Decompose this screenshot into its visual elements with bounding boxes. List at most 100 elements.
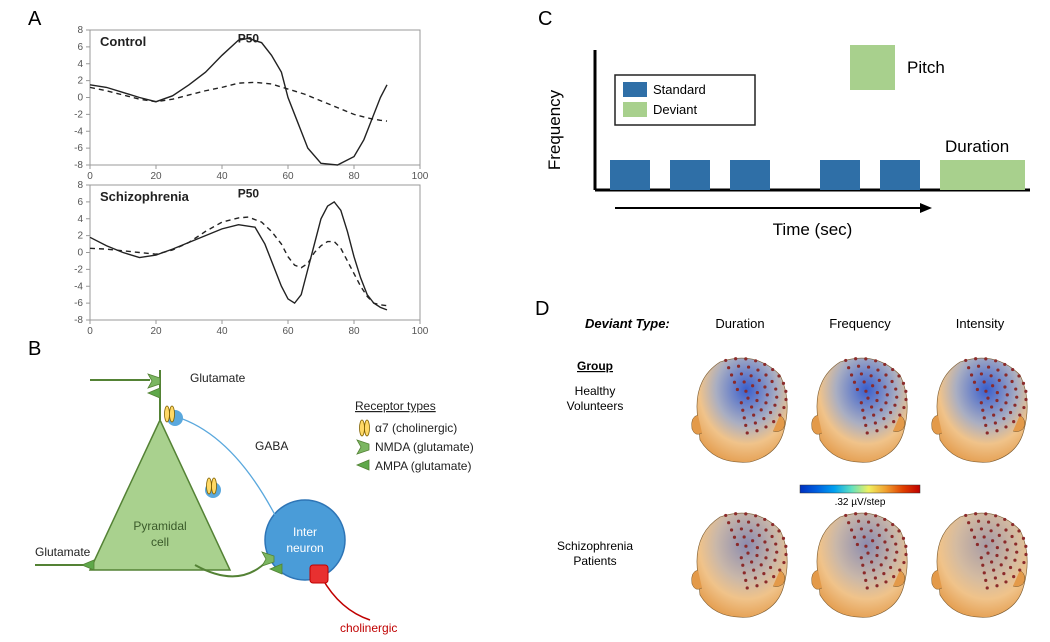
electrode-icon [995, 584, 998, 587]
electrode-icon [774, 387, 777, 390]
electrode-icon [874, 514, 877, 517]
electrode-icon [889, 411, 892, 414]
electrode-icon [864, 545, 867, 548]
svg-text:-6: -6 [74, 298, 83, 309]
duration-label: Duration [945, 137, 1009, 156]
electrode-icon [1000, 408, 1003, 411]
electrode-icon [871, 384, 874, 387]
electrode-icon [861, 564, 864, 567]
electrode-icon [998, 534, 1001, 537]
ampa-receptor-icon [148, 388, 160, 398]
electrode-icon [1024, 545, 1027, 548]
electrode-icon [1022, 561, 1025, 564]
electrode-icon [884, 528, 887, 531]
svg-text:neuron: neuron [286, 541, 323, 555]
electrode-icon [744, 579, 747, 582]
electrode-icon [984, 357, 987, 360]
electrode-icon [904, 390, 907, 393]
electrode-icon [763, 518, 766, 521]
electrode-icon [1011, 368, 1014, 371]
electrode-icon [1022, 382, 1025, 385]
cholinergic-projection [322, 578, 370, 620]
electrode-icon [763, 540, 766, 543]
electrode-icon [882, 572, 885, 575]
svg-text:-6: -6 [74, 143, 83, 154]
electrode-icon [981, 564, 984, 567]
waveform [90, 38, 387, 165]
electrode-icon [775, 396, 778, 399]
electrode-icon [866, 586, 869, 589]
electrode-icon [991, 539, 994, 542]
electrode-icon [893, 404, 896, 407]
electrode-icon [878, 534, 881, 537]
svg-text:4: 4 [77, 59, 83, 70]
electrode-icon [870, 374, 873, 377]
electrode-icon [981, 409, 984, 412]
svg-text:Inter: Inter [293, 525, 317, 539]
svg-text:0: 0 [87, 326, 93, 337]
electrode-icon [991, 384, 994, 387]
electrode-icon [847, 521, 850, 524]
electrode-icon [754, 359, 757, 362]
electrode-icon [850, 373, 853, 376]
electrode-icon [864, 512, 867, 515]
panel-B: PyramidalcellInterneuronGABAGlutamateGlu… [30, 360, 510, 640]
electrode-icon [773, 559, 776, 562]
electrode-icon [864, 424, 867, 427]
electrode-icon [995, 554, 998, 557]
electrode-icon [744, 390, 747, 393]
electrode-icon [734, 357, 737, 360]
electrode-icon [860, 401, 863, 404]
electrode-icon [724, 514, 727, 517]
topography-head [932, 357, 1028, 462]
electrode-icon [884, 580, 887, 583]
electrode-icon [853, 536, 856, 539]
electrode-icon [1010, 380, 1013, 383]
colorbar-label: .32 µV/step [835, 497, 886, 508]
electrode-icon [886, 393, 889, 396]
electrode-icon [756, 368, 759, 371]
electrode-icon [973, 381, 976, 384]
electrode-icon [892, 575, 895, 578]
electrode-icon [1012, 575, 1015, 578]
electrode-icon [744, 512, 747, 515]
electrode-icon [860, 527, 863, 530]
electrode-icon [864, 390, 867, 393]
electrode-icon [741, 564, 744, 567]
electrode-icon [755, 554, 758, 557]
electrode-icon [980, 372, 983, 375]
topography-head [692, 357, 788, 462]
topography-head [932, 512, 1028, 617]
svg-text:8: 8 [77, 25, 83, 36]
electrode-icon [994, 359, 997, 362]
electrode-icon [884, 401, 887, 404]
electrode-icon [894, 542, 897, 545]
x-axis-label: Time (sec) [773, 220, 853, 239]
svg-text:100: 100 [412, 171, 429, 182]
electrode-icon [967, 366, 970, 369]
electrode-icon [860, 556, 863, 559]
electrode-icon [751, 384, 754, 387]
standard-tone [610, 160, 650, 190]
electrode-icon [764, 401, 767, 404]
electrode-icon [758, 534, 761, 537]
a7-receptor-icon [360, 420, 365, 436]
paradigm-legend: StandardDeviant [615, 75, 755, 125]
electrode-icon [857, 365, 860, 368]
svg-text:2: 2 [77, 76, 83, 87]
electrode-icon [967, 521, 970, 524]
row-header: Patients [573, 554, 616, 568]
electrode-icon [866, 431, 869, 434]
electrode-icon [876, 523, 879, 526]
svg-text:0: 0 [87, 171, 93, 182]
svg-text:Deviant: Deviant [653, 102, 697, 117]
glutamate-left-label: Glutamate [35, 545, 91, 559]
svg-text:0: 0 [77, 248, 83, 259]
electrode-icon [891, 368, 894, 371]
svg-text:-2: -2 [74, 264, 83, 275]
electrode-icon [895, 396, 898, 399]
svg-text:60: 60 [282, 326, 294, 337]
electrode-icon [747, 365, 750, 368]
electrode-icon [897, 529, 900, 532]
electrode-icon [875, 429, 878, 432]
